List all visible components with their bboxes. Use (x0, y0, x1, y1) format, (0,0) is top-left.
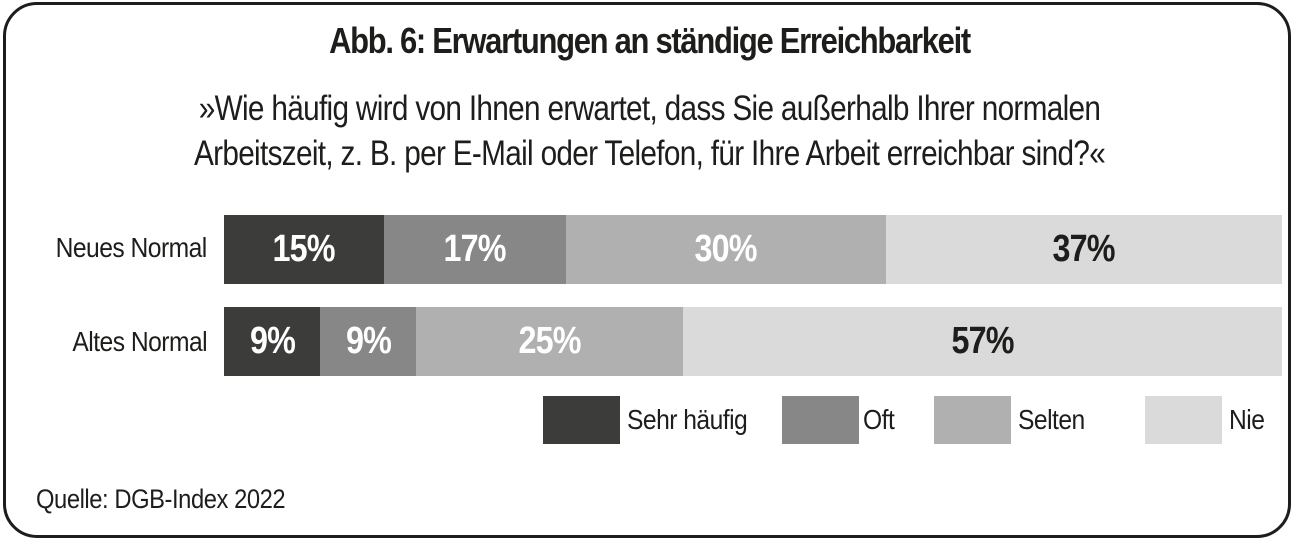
row-label-neues-normal: Neues Normal (55, 232, 208, 263)
legend-swatch (1145, 396, 1222, 444)
segment-sehr-haeufig: 15% (224, 215, 384, 284)
subtitle-line-1: »Wie häufig wird von Ihnen erwartet, das… (198, 89, 1101, 128)
legend-label: Sehr häufig (627, 404, 748, 435)
segment-value: 57% (951, 320, 1014, 362)
row-label-altes-normal: Altes Normal (72, 326, 207, 357)
legend-swatch (543, 396, 620, 444)
segment-selten: 30% (566, 215, 886, 284)
segment-sehr-haeufig: 9% (224, 307, 320, 376)
subtitle-line-2: Arbeitszeit, z. B. per E-Mail oder Telef… (193, 134, 1106, 173)
segment-value: 15% (272, 228, 336, 270)
legend-label: Oft (863, 404, 895, 435)
segment-selten: 25% (416, 307, 683, 376)
legend-item-selten: Selten (934, 396, 1094, 444)
legend-swatch (782, 396, 859, 444)
legend-item-nie: Nie (1145, 396, 1269, 444)
segment-value: 25% (518, 320, 581, 362)
segment-nie: 37% (886, 215, 1282, 284)
chart-title: Abb. 6: Erwartungen an ständige Erreichb… (329, 20, 971, 61)
segment-oft: 9% (320, 307, 416, 376)
segment-value: 30% (694, 228, 758, 270)
legend-item-oft: Oft (782, 396, 899, 444)
chart-subtitle: »Wie häufig wird von Ihnen erwartet, das… (97, 86, 1201, 176)
chart-frame (3, 2, 1291, 538)
source-note: Quelle: DGB-Index 2022 (36, 484, 286, 514)
segment-value: 9% (249, 320, 296, 362)
segment-value: 17% (443, 228, 507, 270)
bar-altes-normal: 9% 9% 25% 57% (224, 307, 1282, 376)
bar-neues-normal: 15% 17% 30% 37% (224, 215, 1282, 284)
legend-label: Selten (1018, 404, 1085, 435)
legend-label: Nie (1229, 404, 1265, 435)
segment-oft: 17% (384, 215, 566, 284)
segment-value: 37% (1052, 228, 1116, 270)
segment-nie: 57% (683, 307, 1282, 376)
legend-swatch (934, 396, 1011, 444)
legend-item-sehr-haeufig: Sehr häufig (543, 396, 764, 444)
segment-value: 9% (345, 320, 392, 362)
chart-legend: Sehr häufig Oft Selten Nie (0, 396, 1299, 444)
